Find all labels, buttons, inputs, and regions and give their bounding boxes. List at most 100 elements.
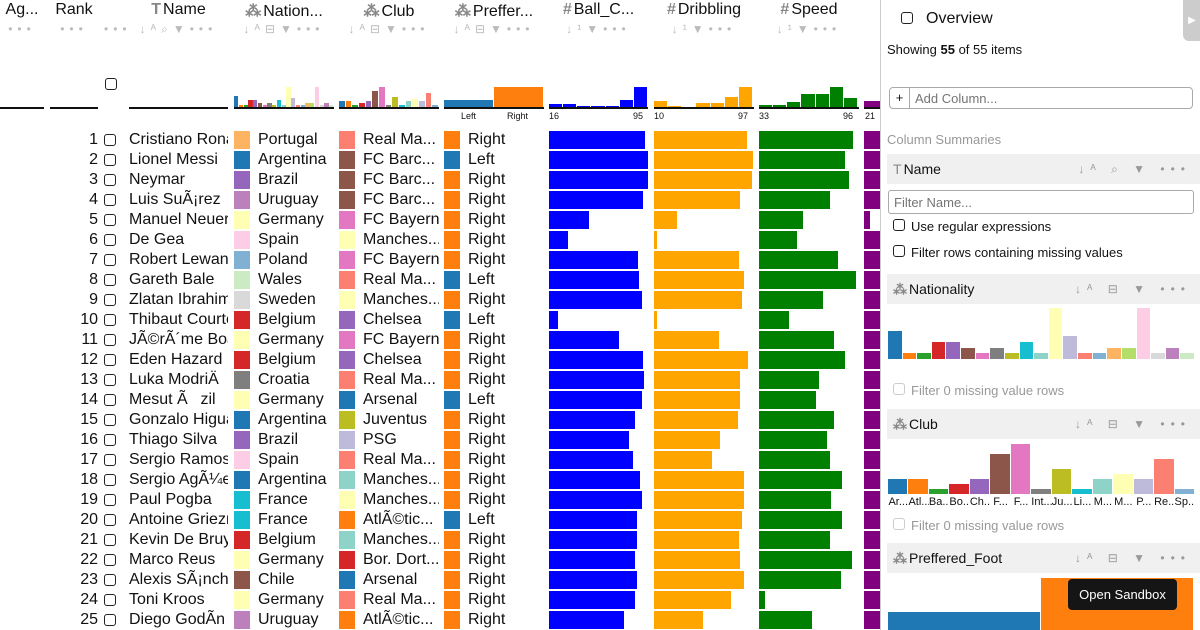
histogram-bar[interactable] — [248, 100, 253, 107]
histogram-bar[interactable] — [359, 103, 365, 107]
row-checkbox[interactable] — [104, 314, 116, 326]
histogram-bar[interactable] — [724, 97, 738, 107]
summary-bar[interactable] — [902, 353, 917, 359]
table-row[interactable]: 18 Sergio AgÃ¼e Argentina Manches... Right — [0, 470, 880, 490]
histogram-bar[interactable] — [286, 87, 291, 107]
collapse-panel-button[interactable]: ▶ — [1183, 0, 1200, 41]
histogram-bar[interactable] — [633, 87, 647, 107]
table-row[interactable]: 24 Toni Kroos Germany Real Ma... Right — [0, 590, 880, 610]
histogram-bar[interactable] — [392, 97, 398, 107]
summary-bar[interactable] — [1136, 308, 1151, 359]
column-header-rank[interactable]: Rank ••• — [50, 0, 98, 125]
histogram-bar[interactable] — [319, 104, 324, 107]
club-histogram[interactable] — [339, 87, 439, 107]
histogram-bar[interactable] — [773, 104, 787, 107]
histogram-bar[interactable] — [668, 106, 682, 107]
summary-bar[interactable] — [961, 347, 975, 359]
row-checkbox[interactable] — [104, 474, 116, 486]
column-title[interactable]: Rank — [50, 1, 98, 19]
row-checkbox[interactable] — [104, 154, 116, 166]
histogram-bar[interactable] — [738, 87, 752, 107]
add-column-input[interactable] — [910, 88, 1192, 108]
column-title[interactable]: # Ball_C... — [549, 1, 648, 19]
histogram-bar[interactable] — [352, 105, 358, 107]
row-checkbox[interactable] — [104, 274, 116, 286]
histogram-bar[interactable] — [759, 104, 773, 107]
row-checkbox[interactable] — [104, 294, 116, 306]
histogram-bar[interactable] — [234, 95, 239, 107]
histogram-bar[interactable] — [379, 87, 385, 107]
row-checkbox[interactable] — [104, 574, 116, 586]
histogram-bar[interactable] — [843, 97, 857, 107]
histogram-bar[interactable] — [419, 101, 425, 107]
summary-bar[interactable] — [1113, 474, 1133, 494]
summary-bar[interactable] — [888, 479, 908, 494]
column-tools[interactable]: ↓¹▼••• — [566, 22, 631, 36]
table-row[interactable]: 6 De Gea Spain Manches... Right — [0, 230, 880, 250]
add-column-button[interactable]: + — [890, 88, 910, 108]
summary-bar[interactable] — [946, 342, 961, 359]
summary-bar[interactable] — [1174, 489, 1194, 494]
column-header-name[interactable]: T Name ↓ᴬ⌕▼••• — [129, 0, 228, 125]
table-row[interactable]: 14 Mesut Ãzil Germany Arsenal Left — [0, 390, 880, 410]
table-row[interactable]: 2 Lionel Messi Argentina FC Barc... Left — [0, 150, 880, 170]
histogram-bar[interactable] — [272, 104, 277, 107]
column-title[interactable]: ⁂ Club — [339, 1, 439, 21]
summary-club-tools[interactable]: ↓ᴬ ⊟ ▼ ••• — [1075, 417, 1191, 431]
summary-nationality-tools[interactable]: ↓ᴬ ⊟ ▼ ••• — [1075, 282, 1191, 296]
histogram-bar[interactable] — [444, 100, 493, 107]
histogram-bar[interactable] — [253, 100, 258, 107]
summary-foot-tools[interactable]: ↓ᴬ ⊟ ▼ ••• — [1075, 551, 1191, 565]
row-checkbox[interactable] — [104, 374, 116, 386]
histogram-bar[interactable] — [310, 102, 315, 107]
missing-rows-checkbox[interactable] — [893, 245, 905, 257]
column-title[interactable]: # Dribbling — [654, 1, 754, 19]
summary-bar[interactable] — [928, 489, 949, 494]
histogram-bar[interactable] — [829, 87, 843, 107]
histogram-bar[interactable] — [267, 102, 272, 107]
summary-bar[interactable] — [1092, 353, 1107, 359]
histogram-bar[interactable] — [494, 87, 543, 107]
row-checkbox[interactable] — [104, 174, 116, 186]
histogram-bar[interactable] — [412, 99, 418, 107]
row-checkbox[interactable] — [104, 394, 116, 406]
row-checkbox[interactable] — [104, 454, 116, 466]
dribbling-histogram[interactable] — [654, 87, 753, 107]
table-row[interactable]: 16 Thiago Silva Brazil PSG Right — [0, 430, 880, 450]
row-checkbox[interactable] — [104, 434, 116, 446]
histogram-bar[interactable] — [345, 101, 352, 107]
foot-histogram[interactable] — [444, 87, 544, 107]
speed-histogram[interactable] — [759, 87, 858, 107]
column-tools[interactable]: ↓ᴬ⊟▼••• — [453, 22, 535, 36]
histogram-bar[interactable] — [432, 105, 438, 107]
summary-bar[interactable] — [1048, 308, 1063, 359]
column-header-club[interactable]: ⁂ Club ↓ᴬ⊟▼••• — [339, 0, 439, 125]
table-row[interactable]: 20 Antoine Griezr France AtlÃ©tic... Left — [0, 510, 880, 530]
column-title[interactable]: ⁂ Preffer... — [444, 1, 544, 21]
column-header-age[interactable]: Ag... ••• — [0, 0, 44, 125]
nationality-histogram[interactable] — [234, 87, 334, 107]
column-tools[interactable]: ↓¹▼••• — [776, 22, 842, 36]
summary-bar[interactable] — [975, 353, 990, 359]
table-row[interactable]: 1 Cristiano Rona Portugal Real Ma... Right — [0, 130, 880, 150]
column-header-nationality[interactable]: ⁂ Nation... ↓ᴬ⊟▼••• — [234, 0, 334, 125]
histogram-bar[interactable] — [605, 105, 619, 107]
column-tools[interactable]: ↓ᴬ⊟▼••• — [243, 22, 325, 36]
histogram-bar[interactable] — [591, 106, 605, 107]
table-row[interactable]: 12 Eden Hazard Belgium Chelsea Right — [0, 350, 880, 370]
table-row[interactable]: 22 Marco Reus Germany Bor. Dort... Right — [0, 550, 880, 570]
table-row[interactable]: 7 Robert Lewand Poland FC Bayern Right — [0, 250, 880, 270]
summary-bar[interactable] — [1154, 459, 1174, 494]
table-row[interactable]: 11 JÃ©rÃ´me Boa Germany FC Bayern Right — [0, 330, 880, 350]
table-row[interactable]: 5 Manuel Neuer Germany FC Bayern Right — [0, 210, 880, 230]
histogram-bar[interactable] — [710, 103, 724, 107]
histogram-bar[interactable] — [549, 103, 563, 107]
histogram-bar[interactable] — [305, 102, 310, 107]
summary-bar[interactable] — [1051, 469, 1072, 494]
histogram-bar[interactable] — [801, 94, 815, 107]
column-tools[interactable]: ↓ᴬ⊟▼••• — [348, 22, 430, 36]
column-title[interactable]: T Name — [129, 1, 228, 19]
summary-bar[interactable] — [1078, 353, 1092, 359]
column-title[interactable]: ⁂ Nation... — [234, 1, 334, 21]
row-checkbox[interactable] — [104, 554, 116, 566]
